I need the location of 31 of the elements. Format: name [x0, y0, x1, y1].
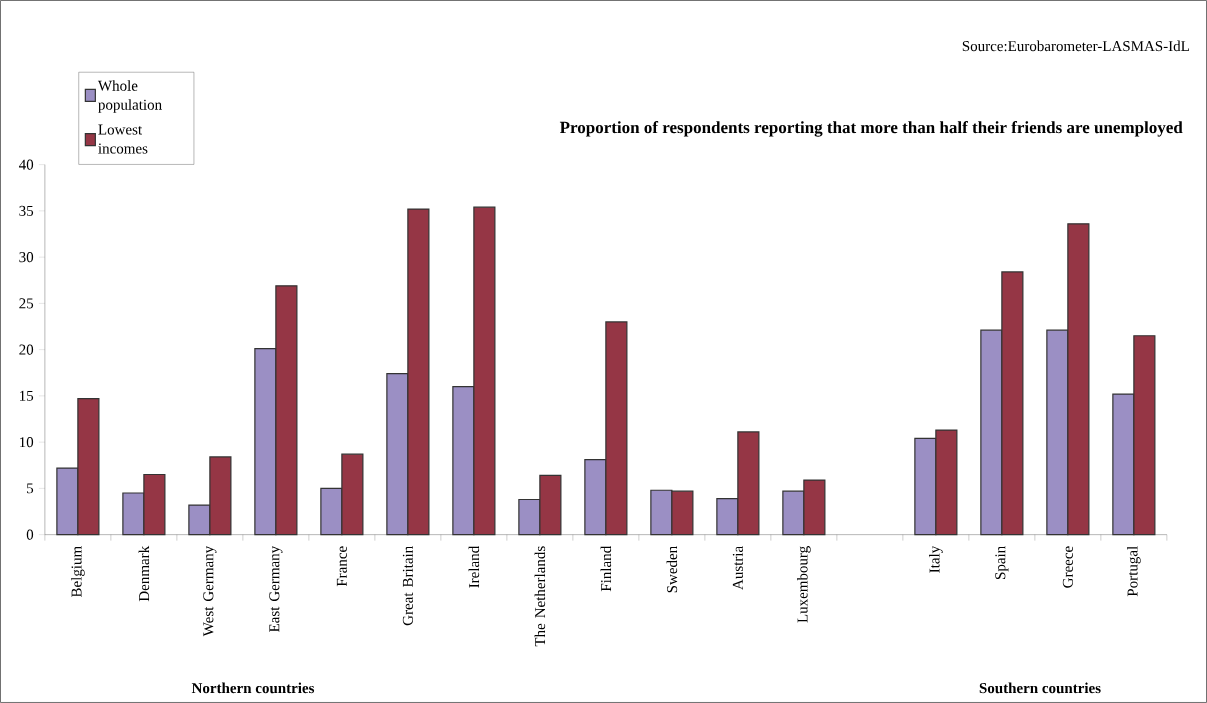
- y-tick-label: 40: [18, 159, 34, 170]
- x-tick-label: Finland: [600, 546, 612, 592]
- y-tick-label: 15: [20, 390, 34, 401]
- y-tick-label: 30: [19, 252, 34, 263]
- x-tick-label: Spain: [995, 546, 1009, 579]
- text: Northern countries: [191, 682, 315, 694]
- y-tick-label: 10: [20, 437, 34, 448]
- x-tick-label: Italy: [929, 545, 943, 573]
- y-tick-label: 0: [26, 529, 34, 540]
- legend-label: Lowest incomes: [98, 124, 148, 154]
- x-tick-label: East Germany: [269, 545, 283, 633]
- x-tick-label: Sweden: [666, 546, 678, 593]
- y-tick-label: 35: [19, 205, 34, 216]
- x-tick-label: Portugal: [1127, 546, 1141, 597]
- x-tick-label: Denmark: [138, 545, 150, 602]
- x-tick-label: Luxembourg: [797, 546, 811, 623]
- x-tick-label: Greece: [1062, 546, 1073, 588]
- x-tick-label: Austria: [732, 546, 743, 590]
- x-tick-label: Great Britain: [402, 546, 413, 626]
- x-tick-label: The Netherlands: [534, 546, 546, 647]
- text: Southern countries: [979, 682, 1101, 694]
- y-tick-label: 20: [19, 344, 34, 355]
- x-tick-label: Ireland: [468, 546, 480, 588]
- y-tick-label: 25: [19, 298, 34, 309]
- legend-label: Whole population: [97, 80, 162, 113]
- x-tick-label: West Germany: [203, 545, 217, 637]
- chart-title: Proportion of respondents reporting that more than half their friends are unemployed: [559, 121, 1183, 137]
- y-tick-label: 5: [27, 483, 34, 494]
- source-note: Source:Eurobarometer-LASMAS-IdL: [962, 40, 1189, 52]
- x-tick-label: Belgium: [71, 546, 85, 598]
- x-tick-label: France: [336, 546, 347, 587]
